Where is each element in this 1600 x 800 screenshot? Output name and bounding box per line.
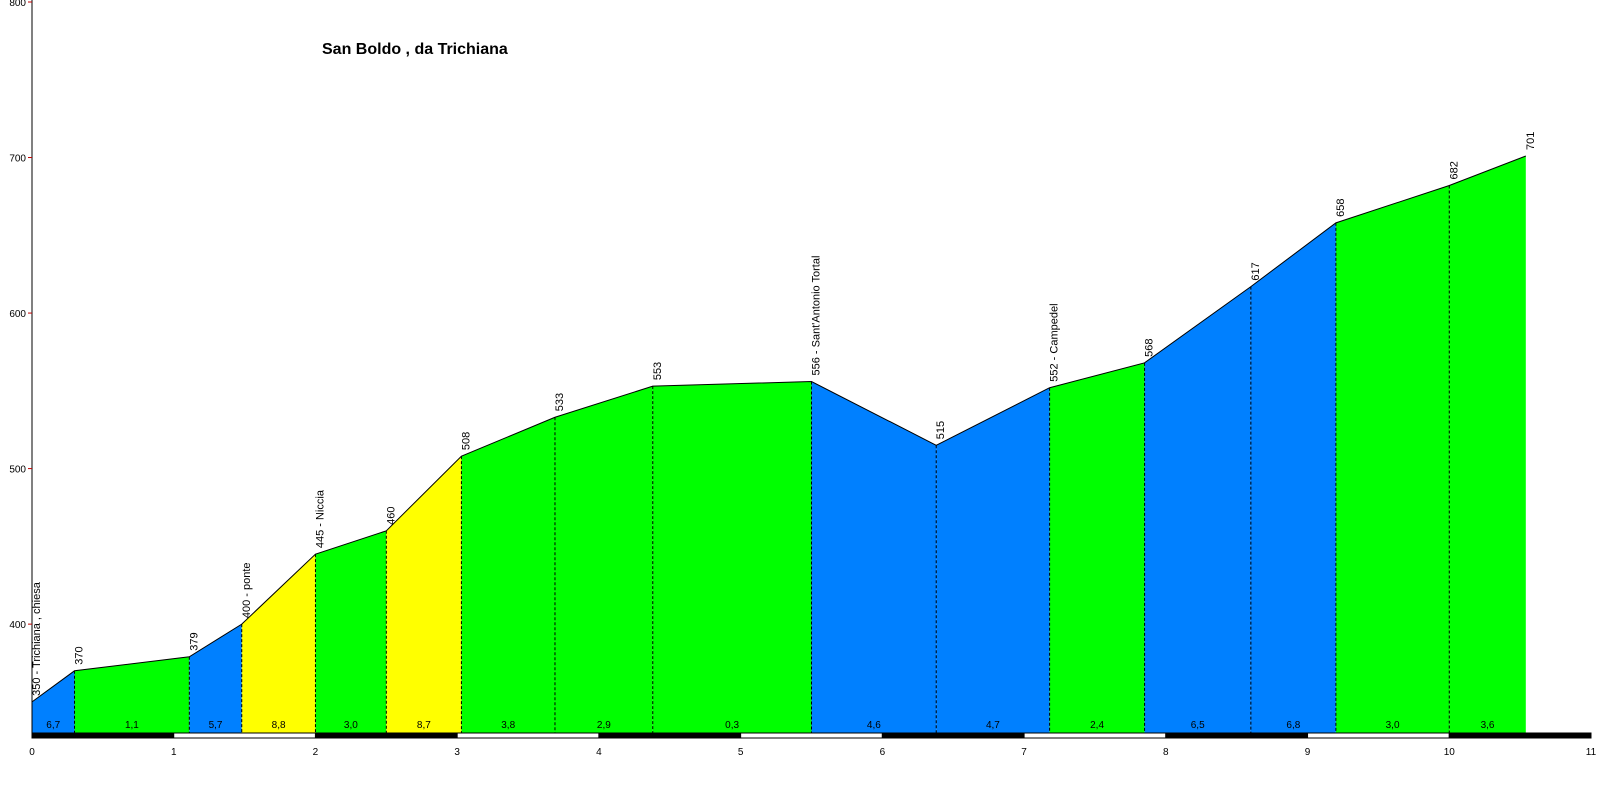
km-scale-block (598, 732, 742, 739)
km-scale-block (1023, 732, 1167, 739)
point-label: 508 (460, 432, 472, 450)
segment-area (189, 624, 242, 733)
km-scale-block (1448, 732, 1592, 739)
segment-area (386, 456, 462, 733)
y-tick-label: 400 (9, 620, 26, 631)
gradient-label: 8,8 (272, 720, 286, 731)
profile-line (31, 155, 1526, 703)
x-tick-label: 3 (454, 747, 460, 758)
point-labels: 350 - Trichiana , chiesa 370 379 400 - pont… (31, 132, 1537, 696)
gradient-label: 0,3 (725, 720, 739, 731)
point-label: 556 - Sant'Antonio Tortal (811, 256, 823, 376)
point-label: 701 (1525, 132, 1537, 150)
gradient-label: 3,6 (1481, 720, 1495, 731)
x-tick-label: 8 (1163, 747, 1169, 758)
point-label: 350 - Trichiana , chiesa (31, 581, 43, 696)
x-tick-labels: 0 1 2 3 4 5 6 7 8 9 10 11 (29, 747, 1596, 758)
segment-area (554, 386, 653, 733)
y-tick-label: 800 (9, 0, 26, 9)
segment-area (936, 387, 1050, 733)
segment-area (811, 381, 937, 733)
gradient-label: 3,0 (1386, 720, 1400, 731)
km-scale-block (740, 732, 883, 739)
km-scale-block (173, 732, 316, 739)
point-label: 568 (1144, 338, 1156, 356)
point-label: 552 - Campedel (1049, 303, 1061, 381)
point-label: 515 (935, 421, 947, 439)
segment-area (461, 417, 555, 733)
x-tick-label: 1 (171, 747, 177, 758)
segment-area (1144, 286, 1251, 733)
x-tick-label: 11 (1586, 747, 1597, 758)
profile-segments (32, 155, 1526, 734)
segment-area (1250, 222, 1336, 733)
gradient-label: 6,8 (1286, 720, 1300, 731)
point-label: 460 (385, 506, 397, 524)
gradient-label: 2,4 (1090, 720, 1104, 731)
gradient-labels: 6,7 1,1 5,7 8,8 3,0 8,7 3,8 2,9 0,3 4,6 4,7 2,4 6,5 6… (46, 720, 1495, 731)
gradient-label: 2,9 (597, 720, 611, 731)
gradient-label: 4,7 (986, 720, 1000, 731)
y-tick-label: 700 (9, 154, 26, 165)
segment-dividers (74, 185, 1450, 733)
x-tick-label: 10 (1444, 747, 1456, 758)
x-tick-label: 7 (1021, 747, 1027, 758)
gradient-label: 5,7 (209, 720, 223, 731)
chart-title: San Boldo , da Trichiana (322, 41, 508, 58)
point-label: 445 - Niccia (314, 489, 326, 548)
segment-area (1049, 362, 1145, 733)
x-tick-label: 4 (596, 747, 602, 758)
point-label: 370 (74, 646, 86, 664)
y-tick-label: 600 (9, 309, 26, 320)
km-scale-block (31, 732, 175, 739)
gradient-label: 3,8 (501, 720, 515, 731)
x-tick-label: 6 (880, 747, 886, 758)
x-tick-label: 0 (29, 747, 35, 758)
y-tick-label: 500 (9, 465, 26, 476)
segment-area (32, 670, 75, 733)
segment-area (315, 530, 387, 733)
segment-area (1335, 185, 1450, 734)
point-label: 379 (188, 632, 200, 650)
km-scale-block (881, 732, 1025, 739)
point-label: 617 (1250, 262, 1262, 280)
segment-area (1449, 155, 1526, 734)
segment-area (74, 656, 190, 733)
km-scale-bar (31, 732, 1592, 739)
x-tick-label: 2 (313, 747, 319, 758)
point-label: 658 (1335, 198, 1347, 216)
point-label: 400 - ponte (241, 562, 253, 618)
km-scale-block (1307, 732, 1450, 739)
gradient-label: 3,0 (344, 720, 358, 731)
point-label: 553 (652, 362, 664, 380)
gradient-label: 4,6 (867, 720, 881, 731)
gradient-label: 6,5 (1191, 720, 1205, 731)
y-tick-labels: 400 500 600 700 800 (9, 0, 32, 631)
point-label: 682 (1448, 161, 1460, 179)
km-scale-block (1165, 732, 1309, 739)
gradient-label: 8,7 (417, 720, 431, 731)
x-tick-label: 9 (1305, 747, 1311, 758)
gradient-label: 1,1 (125, 720, 139, 731)
gradient-label: 6,7 (46, 720, 60, 731)
segment-area (652, 381, 812, 733)
x-tick-label: 5 (738, 747, 744, 758)
km-scale-block (314, 732, 458, 739)
segment-area (241, 554, 316, 733)
km-scale-block (456, 732, 600, 739)
point-label: 533 (554, 393, 566, 411)
